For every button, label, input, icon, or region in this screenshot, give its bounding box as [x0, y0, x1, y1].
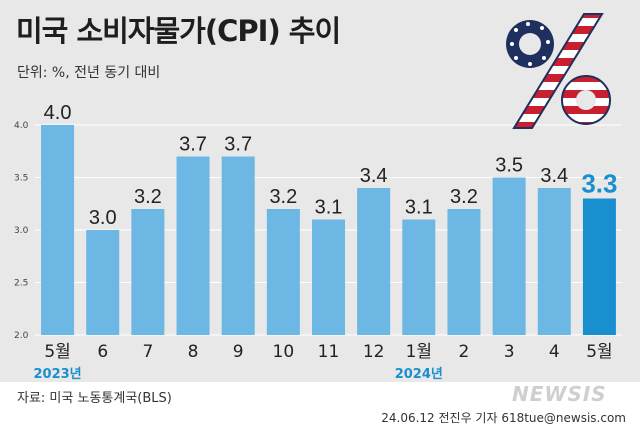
- data-label: 3.1: [405, 197, 433, 219]
- x-tick-label: 9: [233, 342, 244, 362]
- x-tick-label: 12: [363, 342, 385, 362]
- bar: [41, 125, 75, 335]
- bar: [266, 209, 300, 335]
- bar: [86, 230, 120, 335]
- data-label: 3.4: [360, 165, 388, 187]
- x-tick-label: 8: [188, 342, 199, 362]
- data-label: 3.2: [269, 186, 297, 208]
- data-label: 3.1: [315, 197, 343, 219]
- percent-flag-icon: [506, 13, 611, 129]
- bar: [402, 219, 436, 335]
- data-label: 3.3: [581, 169, 617, 199]
- cpi-bar-chart: 2.0 2.5 3.0 3.5 4.0 4.0 5월 3.0 6 3.2 7 3.7 8 3.7 9 3.2 1…: [14, 102, 622, 382]
- x-tick-label: 7: [142, 342, 153, 362]
- bar: [131, 209, 165, 335]
- newsis-logo: NEWSIS: [512, 382, 607, 406]
- x-tick-label: 3: [504, 342, 515, 362]
- bar: [221, 156, 255, 335]
- data-label: 3.4: [540, 165, 568, 187]
- y-tick-label: 4.0: [14, 121, 29, 131]
- chart-title: 미국 소비자물가(CPI) 추이: [16, 14, 341, 48]
- bar: [312, 219, 345, 335]
- x-tick-label: 11: [318, 342, 340, 362]
- data-label: 3.7: [224, 134, 252, 156]
- year-label: 2023년: [33, 367, 81, 382]
- data-label: 3.0: [89, 207, 117, 229]
- bar: [492, 177, 526, 335]
- bar: [176, 156, 210, 335]
- bar: [447, 209, 481, 335]
- y-tick-label: 3.0: [14, 226, 29, 236]
- bar: [582, 198, 616, 335]
- unit-label: 단위: %, 전년 동기 대비: [17, 65, 161, 81]
- x-tick-label: 1월: [406, 342, 432, 362]
- data-label: 3.5: [495, 155, 523, 177]
- y-tick-label: 3.5: [14, 174, 28, 184]
- data-label: 4.0: [44, 102, 72, 124]
- credit-label: 24.06.12 전진우 기자 618tue@newsis.com: [381, 411, 626, 425]
- data-label: 3.7: [179, 134, 207, 156]
- y-tick-label: 2.0: [14, 331, 29, 341]
- source-label: 자료: 미국 노동통계국(BLS): [17, 391, 172, 406]
- data-label: 3.2: [134, 186, 162, 208]
- year-label: 2024년: [395, 367, 443, 382]
- x-tick-label: 5월: [44, 342, 70, 362]
- x-tick-label: 6: [97, 342, 108, 362]
- y-tick-label: 2.5: [14, 279, 28, 289]
- data-label: 3.2: [450, 186, 478, 208]
- bar: [357, 188, 391, 335]
- x-tick-label: 5월: [586, 342, 612, 362]
- x-tick-label: 10: [273, 342, 295, 362]
- x-tick-label: 4: [549, 342, 560, 362]
- x-tick-label: 2: [459, 342, 470, 362]
- bar: [537, 188, 571, 335]
